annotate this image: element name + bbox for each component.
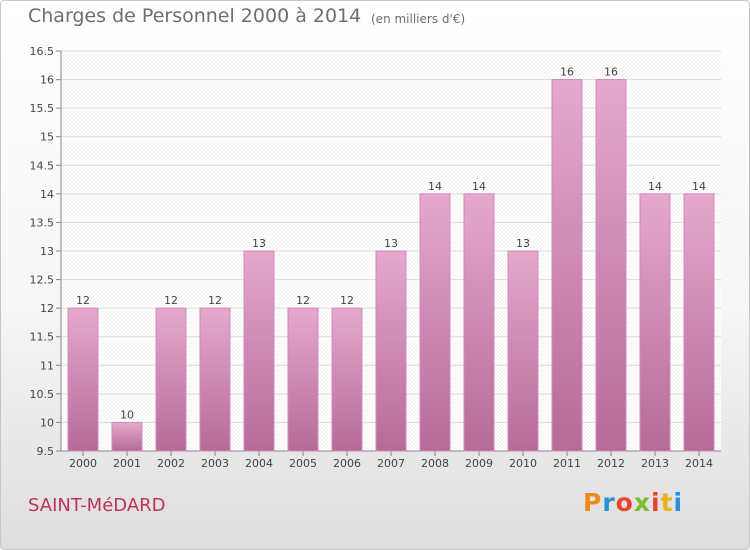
- value-label-2004: 13: [252, 237, 266, 250]
- y-tick-label: 10.5: [30, 388, 55, 401]
- value-label-2003: 12: [208, 294, 222, 307]
- y-tick-label: 16.5: [30, 45, 55, 58]
- x-tick-label-2005: 2005: [289, 457, 317, 470]
- bars: [67, 79, 715, 452]
- x-tick-label-2007: 2007: [377, 457, 405, 470]
- value-label-2005: 12: [296, 294, 310, 307]
- y-tick-label: 14: [40, 188, 54, 201]
- x-tick-label-2006: 2006: [333, 457, 361, 470]
- y-tick-label: 12.5: [30, 274, 55, 287]
- y-tick-label: 11: [40, 359, 54, 372]
- proxiti-logo: Proxiti: [583, 488, 683, 517]
- city-name: SAINT-MéDARD: [28, 495, 166, 516]
- bar-2009: [463, 193, 495, 452]
- value-label-2000: 12: [76, 294, 90, 307]
- y-tick-label: 16: [40, 74, 54, 87]
- logo-letter: t: [660, 488, 674, 517]
- x-tick-label-2013: 2013: [641, 457, 669, 470]
- y-tick-label: 10: [40, 416, 54, 429]
- y-tick-label: 13: [40, 245, 54, 258]
- logo-letter: x: [633, 488, 651, 517]
- y-tick-label: 12: [40, 302, 54, 315]
- x-tick-label-2014: 2014: [685, 457, 713, 470]
- value-label-2002: 12: [164, 294, 178, 307]
- x-tick-label-2009: 2009: [465, 457, 493, 470]
- y-tick-label: 13.5: [30, 216, 55, 229]
- logo-letter: o: [615, 488, 634, 517]
- value-label-2014: 14: [692, 180, 706, 193]
- chart-subtitle: (en milliers d'€): [371, 12, 466, 26]
- value-label-2009: 14: [472, 180, 486, 193]
- y-tick-label: 14.5: [30, 159, 55, 172]
- value-label-2001: 10: [120, 408, 134, 421]
- logo-letter: P: [583, 488, 603, 517]
- x-tick-label-2010: 2010: [509, 457, 537, 470]
- bar-2014: [683, 193, 715, 452]
- bar-2001: [111, 421, 143, 452]
- bar-2003: [199, 307, 231, 452]
- y-tick-label: 9.5: [37, 445, 55, 458]
- bar-2011: [551, 79, 583, 452]
- y-tick-label: 11.5: [30, 331, 55, 344]
- x-tick-label-2001: 2001: [113, 457, 141, 470]
- value-label-2012: 16: [604, 66, 618, 79]
- bar-2007: [375, 250, 407, 452]
- bar-2010: [507, 250, 539, 452]
- value-label-2010: 13: [516, 237, 530, 250]
- chart-title: Charges de Personnel 2000 à 2014: [28, 5, 362, 27]
- value-label-2006: 12: [340, 294, 354, 307]
- logo-letter: r: [602, 488, 616, 517]
- bar-2008: [419, 193, 451, 452]
- x-tick-label-2012: 2012: [597, 457, 625, 470]
- x-tick-label-2000: 2000: [69, 457, 97, 470]
- bar-2005: [287, 307, 319, 452]
- x-tick-label-2002: 2002: [157, 457, 185, 470]
- y-tick-label: 15: [40, 131, 54, 144]
- value-label-2013: 14: [648, 180, 662, 193]
- bar-2006: [331, 307, 363, 452]
- bar-2000: [67, 307, 99, 452]
- x-tick-label-2004: 2004: [245, 457, 273, 470]
- x-tick-label-2008: 2008: [421, 457, 449, 470]
- y-tick-label: 15.5: [30, 102, 55, 115]
- logo-letter: i: [651, 488, 661, 517]
- bar-2013: [639, 193, 671, 452]
- value-label-2011: 16: [560, 66, 574, 79]
- bar-2004: [243, 250, 275, 452]
- labels: 9.5 10 10.5 11 11.5 12 12.5 13 13.5 14 14.5 15 15.5 1…: [30, 45, 714, 470]
- value-label-2008: 14: [428, 180, 442, 193]
- logo-letter: i: [673, 488, 684, 517]
- value-label-2007: 13: [384, 237, 398, 250]
- x-tick-label-2003: 2003: [201, 457, 229, 470]
- x-tick-label-2011: 2011: [553, 457, 581, 470]
- bar-2012: [595, 79, 627, 452]
- bar-2002: [155, 307, 187, 452]
